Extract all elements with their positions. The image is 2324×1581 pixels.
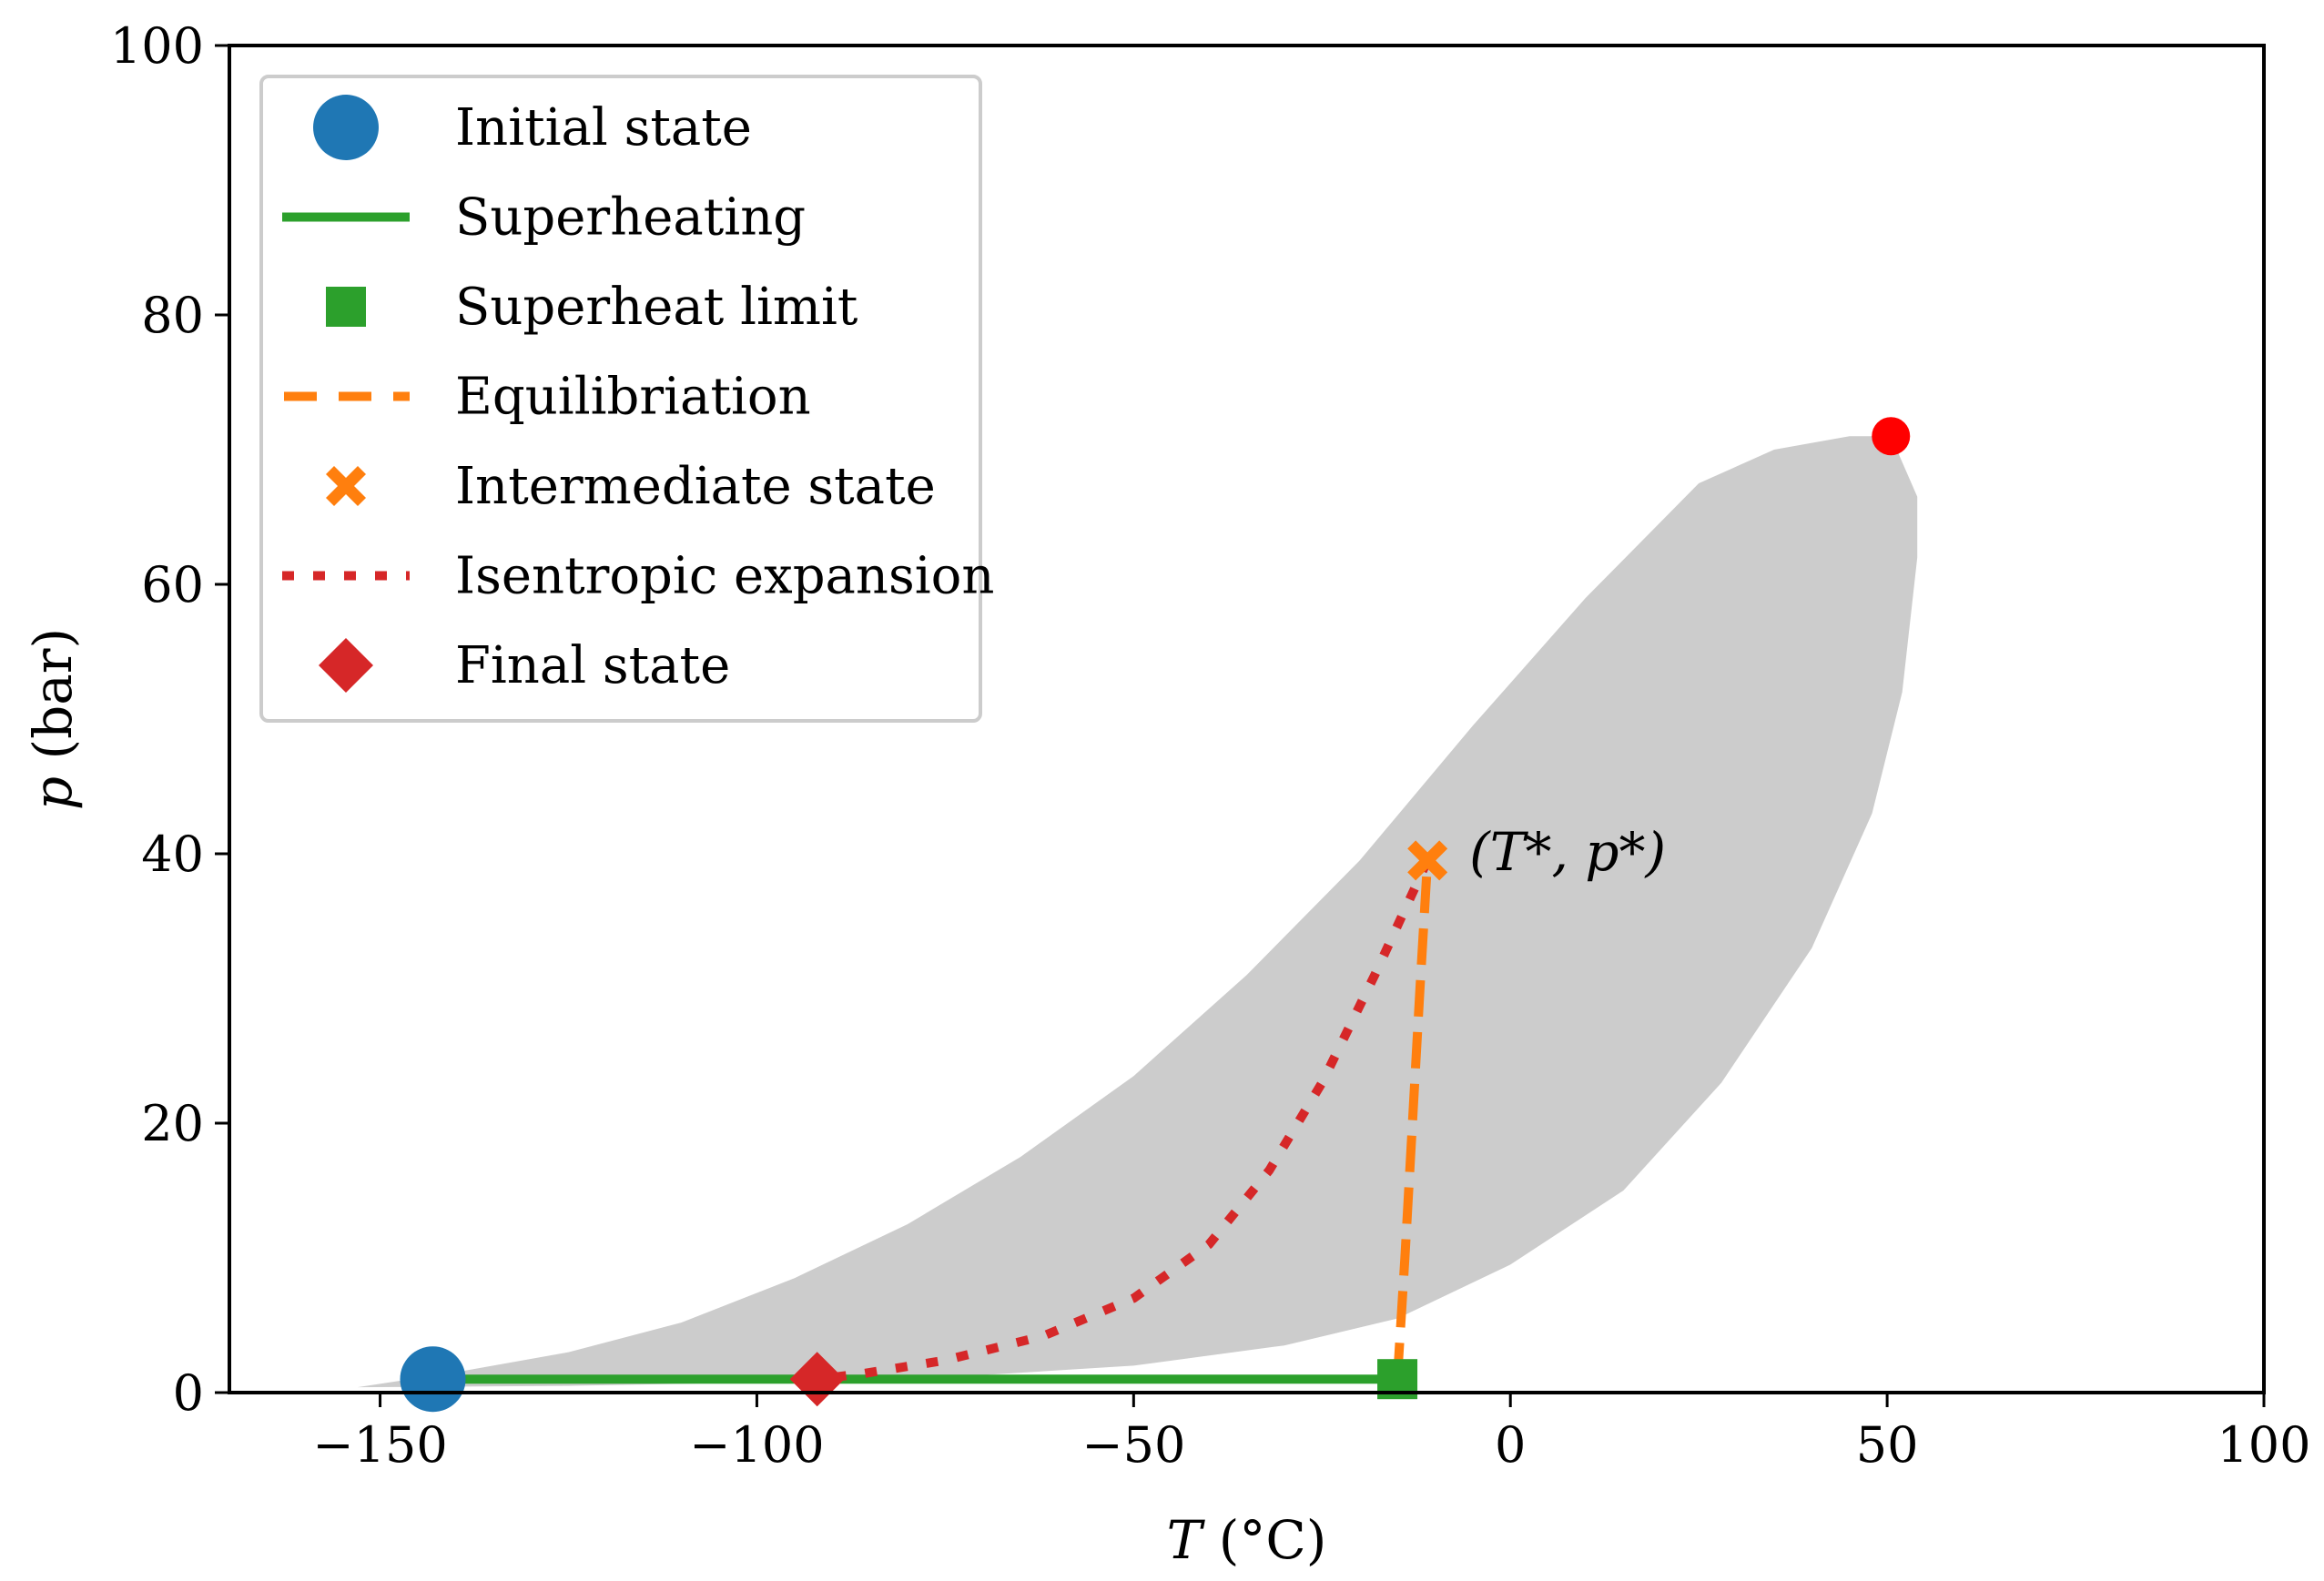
x-tick-label: 0: [1495, 1416, 1526, 1474]
y-tick-label: 100: [110, 17, 204, 75]
legend-handle-intermediate-state: [326, 466, 366, 506]
y-tick-label: 40: [141, 826, 204, 883]
series-line-equilibriation: [1393, 860, 1433, 1380]
critical-point: [1872, 417, 1911, 456]
two-phase-region: [357, 436, 1918, 1388]
x-tick-label: −150: [312, 1416, 447, 1474]
x-axis-unit: (°C): [1202, 1509, 1326, 1571]
marker-intermediate-state: [1407, 840, 1448, 881]
legend-handle-superheat-limit: [326, 287, 366, 327]
x-axis-label: T (°C): [1167, 1509, 1327, 1571]
axes-frame: [228, 44, 2266, 1394]
axes: −150 −100 −50 0 50 100 0 20 40 60 80 100 T (°C) p (ba…: [22, 17, 2311, 1571]
series-line-isentropic-expansion: [817, 858, 1432, 1384]
legend-box: [259, 75, 982, 723]
x-axis-symbol: T: [1167, 1509, 1206, 1571]
y-axis-symbol: p: [22, 776, 84, 810]
legend-label-superheating: Superheating: [455, 188, 806, 248]
x-tick-label: 50: [1856, 1416, 1919, 1474]
x-tick-label: 100: [2217, 1416, 2310, 1474]
y-tick-label: 80: [141, 287, 204, 344]
legend-label-intermediate-state: Intermediate state: [455, 457, 936, 516]
y-tick-label: 20: [141, 1095, 204, 1152]
y-axis-label: p (bar): [22, 628, 84, 810]
legend-label-isentropic-expansion: Isentropic expansion: [455, 547, 994, 606]
plot-area: (T*, p*): [357, 417, 1918, 1413]
legend-label-initial-state: Initial state: [455, 98, 752, 157]
x-tick-label: −100: [689, 1416, 824, 1474]
legend: Initial state Superheating Superheat limit…: [259, 75, 994, 723]
legend-handle-initial-state: [313, 95, 379, 160]
legend-label-equilibriation: Equilibriation: [455, 368, 811, 427]
plot-content: [357, 417, 1918, 1388]
y-axis-unit: (bar): [22, 628, 84, 776]
y-tick-label: 60: [141, 556, 204, 613]
y-tick-label: 0: [173, 1364, 204, 1422]
annotation-label: (T*, p*): [1469, 821, 1666, 883]
legend-label-final-state: Final state: [455, 636, 730, 695]
legend-handle-final-state: [319, 638, 373, 693]
legend-label-superheat-limit: Superheat limit: [455, 278, 858, 337]
marker-initial-state: [400, 1346, 466, 1413]
x-tick-label: −50: [1081, 1416, 1185, 1474]
